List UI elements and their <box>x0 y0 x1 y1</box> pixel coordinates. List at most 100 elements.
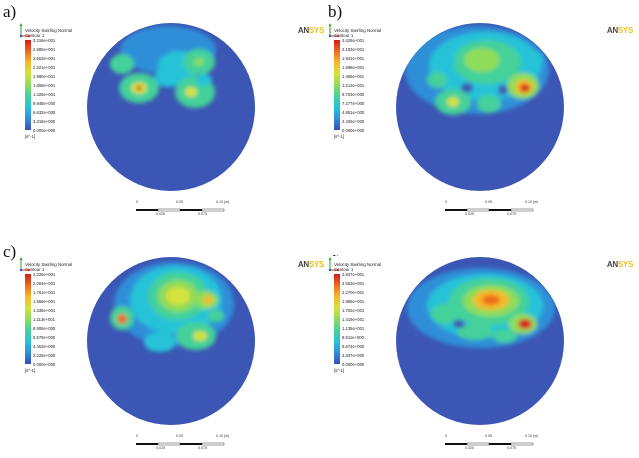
scale-label-mid: 0.05 <box>485 434 492 438</box>
scale-label-sub-a: 0.025 <box>156 446 165 450</box>
legend-value: 2.653e+001 <box>33 56 56 61</box>
legend-colorbar <box>25 40 31 130</box>
legend-value: 1.698e+001 <box>342 65 365 70</box>
legend-value: 0.000e+000 <box>33 128 56 133</box>
legend-value: 1.986e+001 <box>342 299 365 304</box>
legend-value: 1.326e+001 <box>33 92 56 97</box>
legend-colorbar <box>25 274 31 364</box>
scale-label-sub-a: 0.025 <box>465 446 474 450</box>
legend-value: 1.455e+001 <box>342 74 365 79</box>
contour-plot-b <box>396 23 564 191</box>
legend-value: 3.316e+001 <box>33 38 56 43</box>
legend-title-line2: Contour 1 <box>25 267 45 272</box>
logo-text-b: SYS <box>308 260 324 269</box>
legend-value: 1.781e+001 <box>33 290 56 295</box>
legend-value: 2.321e+001 <box>33 65 56 70</box>
contour-panel-d: Velocity Swirling Normal Contour 1 [s^-1… <box>327 256 637 458</box>
legend-value: 8.906e+000 <box>33 326 56 331</box>
legend-value: 2.004e+001 <box>33 281 56 286</box>
scale-label-mid: 0.05 <box>176 200 183 204</box>
legend-value: 0.000e+000 <box>342 128 365 133</box>
contour-field <box>110 262 234 352</box>
legend-value: 2.226e+000 <box>33 353 56 358</box>
legend-value: 1.419e+001 <box>342 317 365 322</box>
logo-text-a: AN <box>606 26 618 35</box>
logo-text-a: AN <box>606 260 618 269</box>
scale-label-left: 0 <box>445 434 447 438</box>
legend-value: 6.632e+000 <box>33 110 56 115</box>
ansys-logo: ANSYS <box>607 260 633 269</box>
legend-value: 2.985e+001 <box>33 47 56 52</box>
legend-value: 1.658e+001 <box>33 83 56 88</box>
contour-panel-c: Velocity Swirling Normal Contour 1 [s^-1… <box>18 256 328 458</box>
legend-value: 1.113e+001 <box>33 317 55 322</box>
scale-label-sub-b: 0.075 <box>507 212 516 216</box>
scale-label-right: 0.10 (m) <box>216 200 230 204</box>
legend-value: 4.453e+000 <box>33 344 56 349</box>
contour-plot-c <box>87 257 255 425</box>
legend-colorbar <box>334 40 340 130</box>
axis-triad-icon <box>328 257 340 272</box>
logo-text-a: AN <box>297 260 309 269</box>
scale-label-sub-b: 0.075 <box>198 446 207 450</box>
contour-plot-a <box>87 23 255 191</box>
legend-value: 1.135e+001 <box>342 326 365 331</box>
scale-label-right: 0.10 (m) <box>216 434 230 438</box>
legend-value: 4.851e+000 <box>342 110 365 115</box>
legend-title: Velocity Swirling Normal Contour 1 <box>334 262 381 272</box>
legend-value: 5.674e+000 <box>342 344 365 349</box>
panel-label-a: a) <box>3 2 17 21</box>
legend-title: Velocity Swirling Normal Contour 1 <box>25 262 72 272</box>
legend-value: 2.553e+001 <box>342 281 365 286</box>
scale-label-left: 0 <box>136 434 138 438</box>
contour-panel-a: Velocity Swirling Normal Contour 1 [s^-1… <box>18 22 328 224</box>
legend-value: 1.702e+001 <box>342 308 365 313</box>
legend-value: 1.941e+001 <box>342 56 365 61</box>
legend-value: 3.316e+000 <box>33 119 56 124</box>
legend-value: 1.213e+001 <box>342 83 365 88</box>
legend-value: 7.277e+000 <box>342 101 365 106</box>
scale-label-left: 0 <box>445 200 447 204</box>
legend-value: 2.426e+000 <box>342 119 365 124</box>
legend-unit: [s^-1] <box>334 368 345 373</box>
axis-triad-icon <box>19 23 31 38</box>
ansys-logo: ANSYS <box>298 260 324 269</box>
scale-label-sub-a: 0.025 <box>156 212 165 216</box>
logo-text-b: SYS <box>308 26 324 35</box>
legend-value: 2.426e+001 <box>342 38 365 43</box>
legend-title-line2: Contour 1 <box>334 267 354 272</box>
legend-value: 8.511e+000 <box>342 335 364 340</box>
legend-title: Velocity Swirling Normal Contour 1 <box>25 28 72 38</box>
ansys-logo: ANSYS <box>298 26 324 35</box>
legend-value: 2.837e+000 <box>342 353 365 358</box>
scale-label-mid: 0.05 <box>176 434 183 438</box>
scale-label-right: 0.10 (m) <box>525 200 539 204</box>
legend-title-line1: Velocity Swirling Normal <box>25 28 73 33</box>
legend-value: 2.183e+001 <box>342 47 365 52</box>
legend-colorbar <box>334 274 340 364</box>
legend-value: 9.948e+000 <box>33 101 56 106</box>
contour-field <box>407 268 555 348</box>
legend-title: Velocity Swirling Normal Contour 1 <box>334 28 381 38</box>
legend-value: 6.679e+000 <box>33 335 56 340</box>
scale-bar: 0 0.05 0.10 (m) 0.025 0.075 <box>136 200 229 216</box>
axis-triad-icon <box>19 257 31 272</box>
legend-title-line1: Velocity Swirling Normal <box>334 28 382 33</box>
contour-field <box>110 26 216 108</box>
legend-value: 0.000e+000 <box>33 362 56 367</box>
contour-field <box>405 26 549 115</box>
legend-value: 2.837e+001 <box>342 272 365 277</box>
legend-value: 2.226e+001 <box>33 272 56 277</box>
scale-label-sub-a: 0.025 <box>465 212 474 216</box>
panel-label-c: c) <box>3 242 17 261</box>
legend-value: 9.703e+000 <box>342 92 365 97</box>
scale-label-sub-b: 0.075 <box>198 212 207 216</box>
panel-label-b: b) <box>328 2 343 21</box>
contour-panel-b: Velocity Swirling Normal Contour 1 [s^-1… <box>327 22 637 224</box>
scale-label-sub-b: 0.075 <box>507 446 516 450</box>
legend-unit: [s^-1] <box>25 368 36 373</box>
axis-triad-icon <box>328 23 340 38</box>
scale-label-right: 0.10 (m) <box>525 434 539 438</box>
logo-text-a: AN <box>297 26 309 35</box>
legend-title-line1: Velocity Swirling Normal <box>334 262 382 267</box>
